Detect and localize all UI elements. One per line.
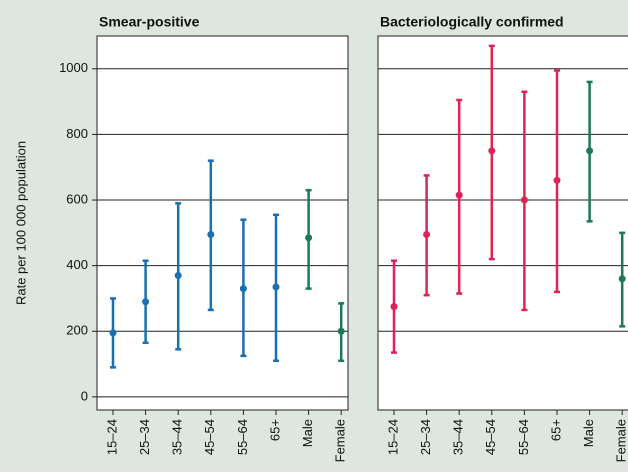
x-tick-label: 15–24: [104, 419, 119, 455]
x-tick-label: 25–34: [418, 419, 433, 455]
x-tick-label: Female: [333, 419, 348, 462]
point: [142, 298, 150, 306]
panel-title: Smear-positive: [99, 14, 200, 30]
point: [390, 303, 398, 311]
point: [520, 196, 528, 204]
x-tick-label: 35–44: [451, 419, 466, 455]
point: [423, 230, 431, 238]
x-tick-label: 65+: [267, 419, 282, 441]
x-tick-label: 55–64: [235, 419, 250, 455]
x-tick-label: 45–54: [483, 419, 498, 455]
point: [109, 329, 117, 337]
point: [305, 234, 313, 242]
x-tick-label: Female: [614, 419, 628, 462]
y-tick-label: 600: [66, 191, 88, 206]
point: [272, 283, 280, 291]
point: [239, 285, 247, 293]
x-tick-label: Male: [581, 419, 596, 447]
y-tick-label: 200: [66, 323, 88, 338]
x-tick-label: 65+: [548, 419, 563, 441]
x-tick-label: 15–24: [385, 419, 400, 455]
x-tick-label: 25–34: [137, 419, 152, 455]
point: [207, 230, 215, 238]
plot-area: [96, 35, 349, 411]
y-tick-label: 1000: [59, 60, 88, 75]
point: [488, 147, 496, 155]
point: [337, 327, 345, 335]
point: [174, 271, 182, 279]
x-tick-label: 55–64: [516, 419, 531, 455]
panel-title: Bacteriologically confirmed: [380, 14, 564, 30]
x-tick-label: Male: [300, 419, 315, 447]
x-tick-label: 45–54: [202, 419, 217, 455]
y-tick-label: 0: [81, 388, 88, 403]
plot-area: [377, 35, 628, 411]
y-tick-label: 400: [66, 257, 88, 272]
point: [618, 275, 626, 283]
y-tick-label: 800: [66, 126, 88, 141]
x-tick-label: 35–44: [170, 419, 185, 455]
point: [553, 176, 561, 184]
point: [586, 147, 594, 155]
point: [455, 191, 463, 199]
y-axis-label: Rate per 100 000 population: [13, 141, 28, 305]
